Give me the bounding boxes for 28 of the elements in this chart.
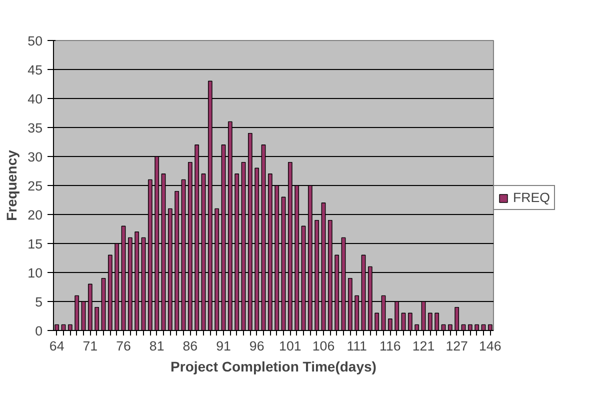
- x-tick-label: 106: [312, 338, 335, 354]
- y-tick-label: 5: [35, 294, 43, 310]
- y-tick-label: 30: [28, 150, 43, 164]
- x-tick-label: 81: [149, 338, 164, 354]
- x-tick-label: 86: [182, 338, 198, 354]
- y-tick-label: 0: [35, 324, 43, 338]
- legend-label: FREQ: [513, 190, 550, 205]
- x-tick-label: 121: [412, 338, 435, 354]
- y-tick-label: 45: [28, 62, 43, 78]
- x-tick-label: 64: [49, 338, 65, 354]
- x-tick-label: 96: [249, 338, 264, 354]
- y-tick-label: 40: [28, 92, 43, 106]
- y-axis-title: Frequency: [4, 150, 20, 221]
- x-tick-label: 116: [380, 338, 401, 354]
- y-tick-label: 50: [28, 34, 43, 48]
- y-tick-label: 25: [28, 178, 43, 194]
- y-tick-label: 35: [28, 120, 43, 136]
- x-tick-label: 127: [446, 338, 468, 354]
- x-tick-label: 111: [346, 338, 367, 354]
- y-tick-label: 20: [28, 208, 43, 222]
- x-tick-label: 146: [479, 338, 502, 354]
- y-tick-label: 15: [28, 236, 43, 252]
- y-tick-label: 10: [28, 266, 43, 280]
- x-tick-label: 101: [279, 338, 302, 354]
- x-tick-label: 76: [116, 338, 131, 354]
- x-tick-label: 91: [216, 338, 231, 354]
- x-axis-title: Project Completion Time(days): [170, 358, 376, 374]
- x-tick-label: 71: [82, 338, 98, 354]
